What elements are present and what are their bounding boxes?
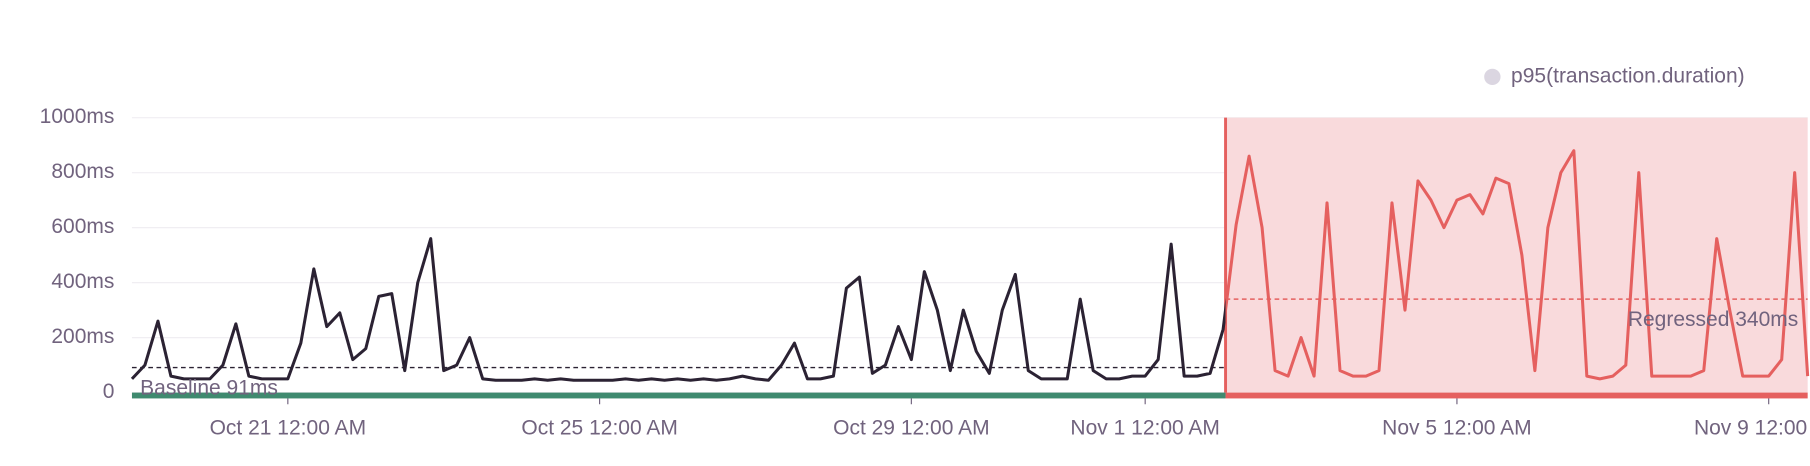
y-tick-label: 200ms (51, 325, 114, 348)
legend-label: p95(transaction.duration) (1511, 64, 1745, 87)
y-tick-label: 0 (103, 380, 115, 403)
y-tick-label: 800ms (51, 160, 114, 183)
y-tick-label: 600ms (51, 215, 114, 238)
x-tick-label: Nov 5 12:00 AM (1382, 416, 1531, 439)
regression-bar (1225, 392, 1808, 399)
x-tick-label: Oct 25 12:00 AM (521, 416, 677, 439)
series-line (130, 237, 1226, 382)
y-tick-label: 1000ms (40, 105, 115, 128)
x-tick-label: Nov 1 12:00 AM (1070, 416, 1219, 439)
legend-marker (1484, 68, 1501, 86)
baseline-bar (131, 392, 1226, 399)
x-tick-label: Oct 29 12:00 AM (833, 416, 989, 439)
y-tick-label: 400ms (51, 270, 114, 293)
series-line-regressed (1225, 149, 1810, 381)
regression-label: Regressed 340ms (1628, 308, 1798, 331)
x-tick-label: Oct 21 12:00 AM (210, 416, 366, 439)
baseline-label: Baseline 91ms (140, 377, 278, 400)
x-tick-label: Nov 9 12:00 AM (1694, 416, 1810, 439)
